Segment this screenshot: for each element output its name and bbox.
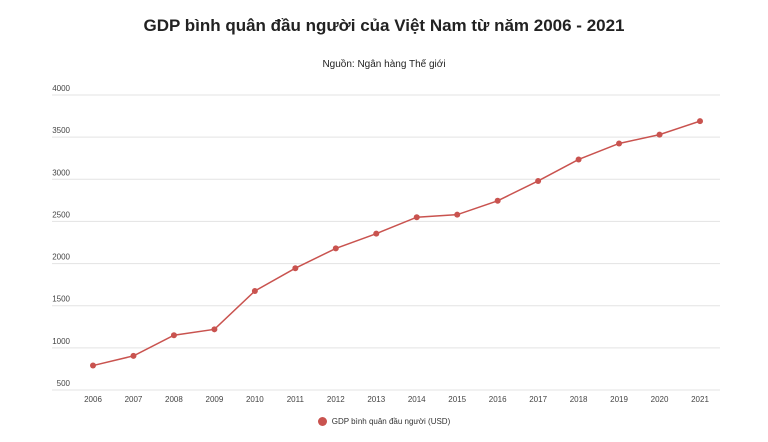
y-tick-label: 500 — [57, 379, 71, 388]
data-point — [211, 326, 218, 333]
data-point — [130, 352, 137, 359]
x-tick-label: 2008 — [165, 395, 183, 404]
series-line — [92, 120, 701, 367]
y-tick-label: 1500 — [52, 295, 70, 304]
data-point — [697, 118, 703, 125]
data-point — [656, 131, 663, 138]
x-tick-label: 2020 — [651, 395, 669, 404]
data-point — [90, 362, 96, 369]
x-tick-label: 2014 — [408, 395, 426, 404]
y-tick-label: 1000 — [52, 337, 70, 346]
x-tick-label: 2019 — [610, 395, 628, 404]
data-point — [292, 265, 299, 272]
x-tick-label: 2016 — [489, 395, 507, 404]
chart-title: GDP bình quân đầu người của Việt Nam từ … — [143, 16, 625, 35]
data-point — [616, 140, 623, 147]
x-tick-label: 2015 — [448, 395, 466, 404]
legend-label: GDP bình quân đầu người (USD) — [331, 417, 451, 426]
y-tick-label: 3000 — [52, 168, 70, 177]
x-tick-label: 2009 — [206, 395, 224, 404]
x-tick-label: 2013 — [367, 395, 385, 404]
data-point — [535, 177, 542, 184]
x-tick-label: 2017 — [529, 395, 547, 404]
x-tick-label: 2018 — [570, 395, 588, 404]
legend-marker — [317, 417, 327, 427]
x-tick-label: 2010 — [246, 395, 264, 404]
y-tick-label: 4000 — [52, 84, 70, 93]
chart-subtitle: Nguồn: Ngân hàng Thế giới — [322, 59, 446, 70]
data-point — [373, 230, 380, 237]
legend[interactable]: GDP bình quân đầu người (USD) — [0, 417, 768, 427]
x-tick-label: 2011 — [287, 395, 305, 404]
data-point — [454, 211, 461, 218]
x-tick-label: 2006 — [84, 395, 102, 404]
x-tick-label: 2012 — [327, 395, 345, 404]
data-point — [251, 287, 258, 294]
data-point — [494, 197, 501, 204]
x-tick-label: 2021 — [691, 395, 709, 404]
data-point — [332, 245, 339, 252]
y-tick-label: 2000 — [52, 253, 70, 262]
data-point — [170, 332, 177, 339]
data-point — [413, 214, 420, 221]
y-tick-label: 3500 — [52, 126, 70, 135]
data-point — [575, 156, 582, 163]
y-tick-label: 2500 — [52, 210, 70, 219]
x-tick-label: 2007 — [125, 395, 143, 404]
